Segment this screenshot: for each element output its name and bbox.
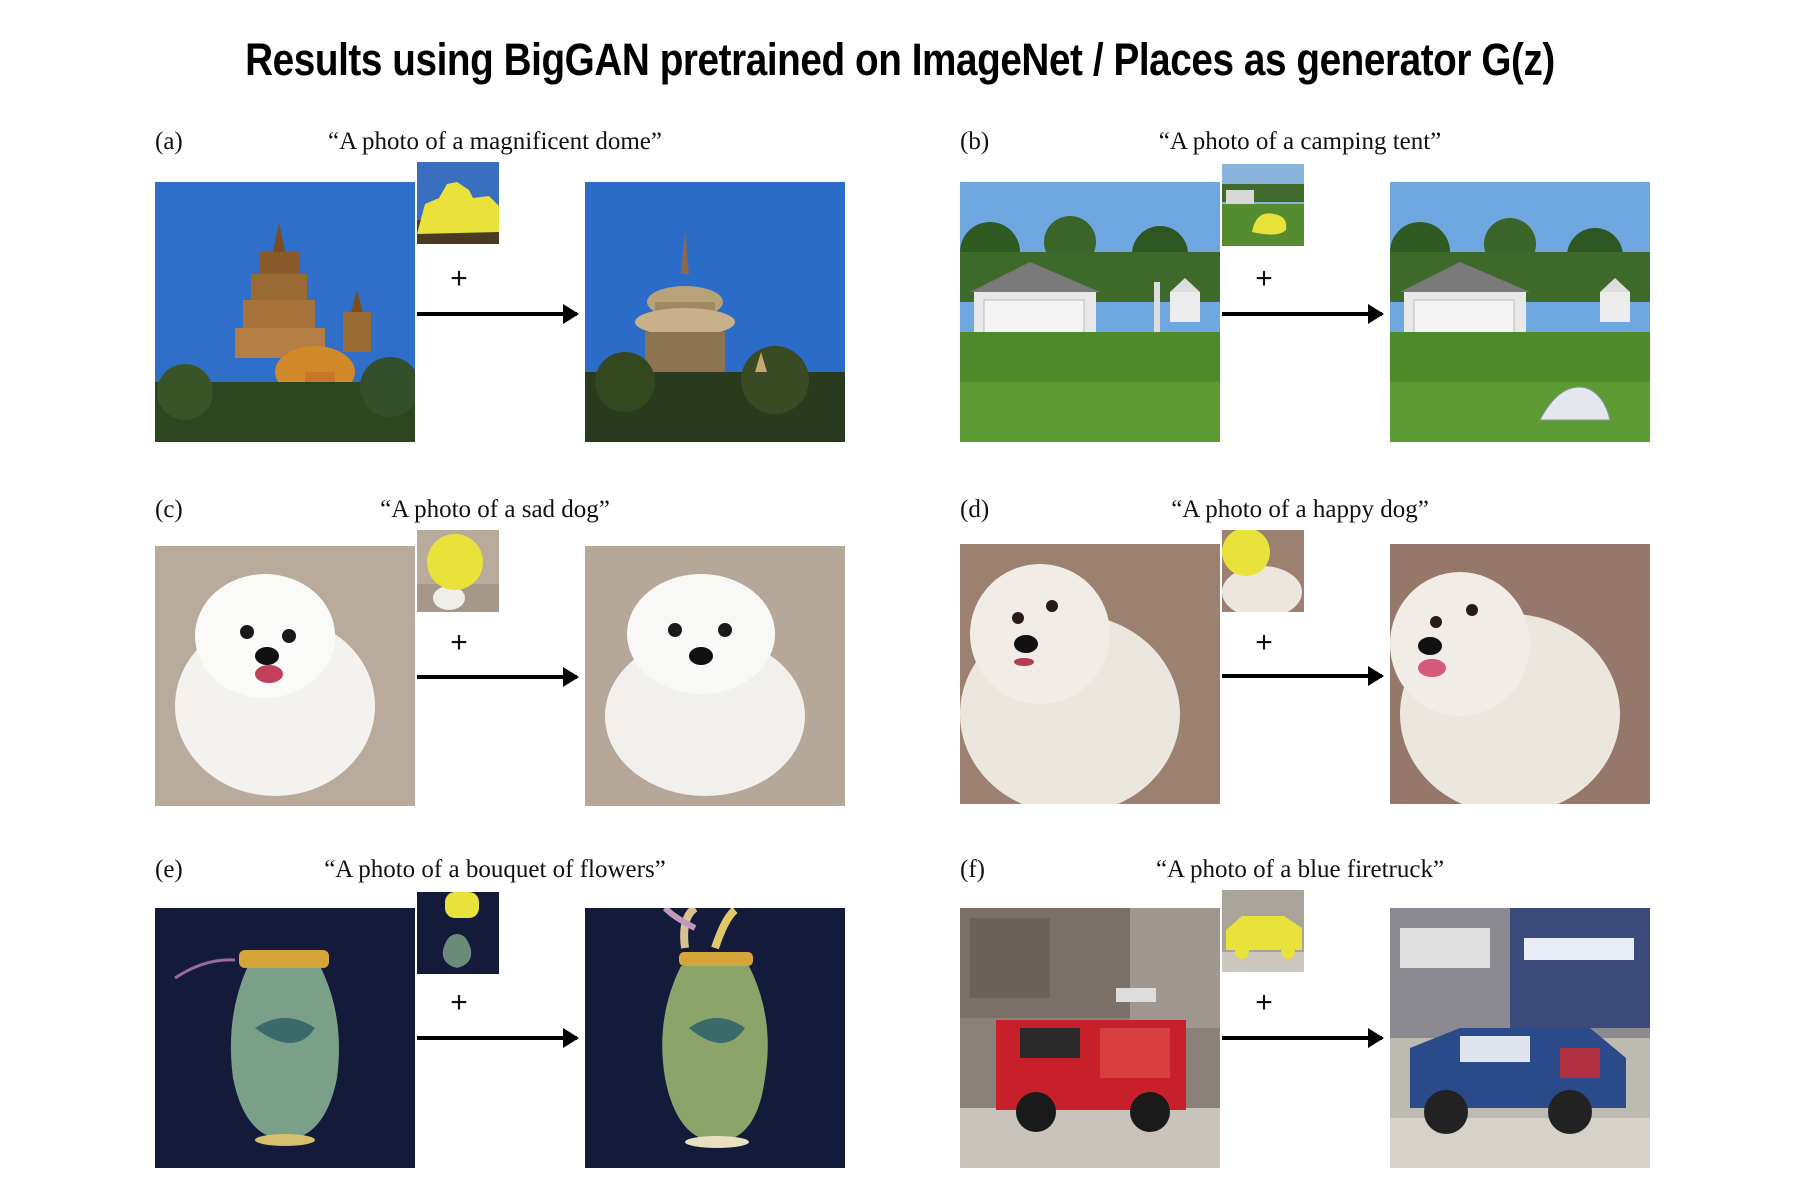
plus-sign: + bbox=[1255, 262, 1273, 295]
plus-sign: + bbox=[1255, 986, 1273, 1019]
output-image-sad-dog bbox=[585, 546, 845, 806]
panel-b: (b) “A photo of a camping tent” + bbox=[950, 128, 1750, 458]
panel-caption: “A photo of a happy dog” bbox=[1171, 496, 1429, 523]
panel-label: (e) bbox=[155, 856, 183, 883]
input-image-red-firetruck bbox=[960, 908, 1220, 1168]
panel-c: (c) “A photo of a sad dog” + bbox=[145, 496, 945, 826]
arrow-right-icon bbox=[1222, 666, 1384, 686]
input-image-vase bbox=[155, 908, 415, 1168]
panel-label: (c) bbox=[155, 496, 183, 523]
guide-mask-tent bbox=[1222, 164, 1304, 246]
figure-title: Results using BigGAN pretrained on Image… bbox=[245, 34, 1555, 85]
panel-caption: “A photo of a bouquet of flowers” bbox=[324, 856, 666, 883]
panel-caption: “A photo of a camping tent” bbox=[1158, 128, 1442, 155]
plus-sign: + bbox=[450, 626, 468, 659]
panel-label: (b) bbox=[960, 128, 990, 155]
guide-mask-dog bbox=[417, 530, 499, 612]
plus-sign: + bbox=[1255, 626, 1273, 659]
arrow-right-icon bbox=[417, 304, 579, 324]
output-image-bouquet bbox=[585, 908, 845, 1168]
output-image-happy-dog bbox=[1390, 544, 1650, 804]
arrow-right-icon bbox=[1222, 1028, 1384, 1048]
plus-sign: + bbox=[450, 986, 468, 1019]
panel-caption: “A photo of a sad dog” bbox=[380, 496, 610, 523]
plus-sign: + bbox=[450, 262, 468, 295]
arrow-right-icon bbox=[1222, 304, 1384, 324]
guide-mask-dog-mouth bbox=[1222, 530, 1304, 612]
guide-mask-dome bbox=[417, 162, 499, 244]
panel-f: (f) “A photo of a blue firetruck” + bbox=[950, 856, 1750, 1186]
panel-label: (a) bbox=[155, 128, 183, 155]
panel-e: (e) “A photo of a bouquet of flowers” + bbox=[145, 856, 945, 1186]
arrow-right-icon bbox=[417, 1028, 579, 1048]
guide-mask-flowers bbox=[417, 892, 499, 974]
input-image-dog bbox=[155, 546, 415, 806]
input-image-temple bbox=[155, 182, 415, 442]
panel-d: (d) “A photo of a happy dog” + bbox=[950, 496, 1750, 826]
guide-mask-firetruck bbox=[1222, 890, 1304, 972]
output-image-dome bbox=[585, 182, 845, 442]
panel-caption: “A photo of a magnificent dome” bbox=[328, 128, 662, 155]
arrow-right-icon bbox=[417, 667, 579, 687]
input-image-dog-face bbox=[960, 544, 1220, 804]
panel-a: (a) “A photo of a magnificent dome” + bbox=[145, 128, 945, 458]
output-image-tent bbox=[1390, 182, 1650, 442]
output-image-blue-firetruck bbox=[1390, 908, 1650, 1168]
panel-caption: “A photo of a blue firetruck” bbox=[1155, 856, 1445, 883]
panel-label: (d) bbox=[960, 496, 990, 523]
panel-label: (f) bbox=[960, 856, 985, 883]
input-image-house bbox=[960, 182, 1220, 442]
